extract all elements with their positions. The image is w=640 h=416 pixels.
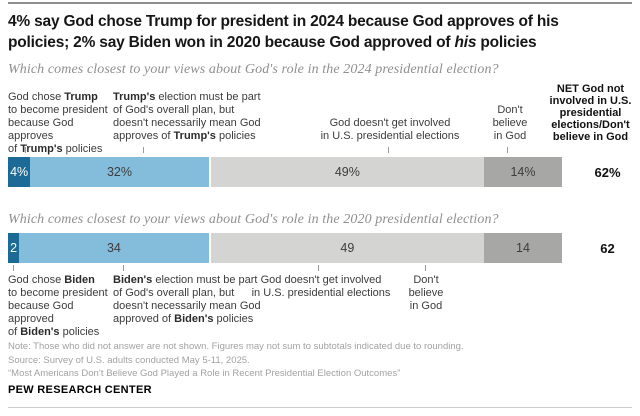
top-rule — [8, 2, 632, 4]
stacked-bar-2024: 4% 32% 49% 14% — [8, 157, 562, 187]
bar-segment-value: 14 — [516, 241, 530, 255]
net-column-header: NET God not involved in U.S. presidential e… — [549, 83, 632, 143]
chart-title: 4% say God chose Trump for president in … — [8, 13, 559, 51]
leader-tick — [318, 265, 319, 271]
bar-segment: 49% — [210, 157, 484, 187]
leader-tick — [143, 147, 144, 153]
bar-segment: 14% — [483, 157, 562, 187]
bottom-rule — [8, 407, 632, 408]
category-label-2024-dont-believe: Don't believe in God — [492, 104, 528, 142]
bar-segment-value: 34 — [106, 241, 121, 255]
net-value-2020: 62 — [600, 240, 615, 256]
bar-segment-value: 4% — [10, 165, 29, 179]
leader-tick — [13, 265, 14, 271]
bar-segment-value: 49% — [334, 165, 360, 179]
bar-segment: 32% — [30, 157, 209, 187]
leader-tick — [507, 147, 508, 153]
footnotes: Note: Those who did not answer are not s… — [8, 341, 464, 379]
bar-segment-value: 49 — [340, 241, 355, 255]
bar-segment-value: 32% — [106, 165, 133, 179]
category-label-2020-dont-believe: Don't believe in God — [408, 274, 444, 312]
leader-tick — [25, 147, 26, 153]
category-label-2024-not-involved: God doesn't get involved in U.S. presiden… — [320, 117, 460, 142]
category-label-2020-gods-plan: Biden's election must be part of God's ov… — [113, 274, 261, 325]
leader-tick — [123, 265, 124, 271]
bar-segment: 49 — [210, 233, 484, 263]
bar-segment: 14 — [483, 233, 563, 263]
bar-segment-value: 14% — [510, 165, 536, 179]
bar-segment: 34 — [19, 233, 209, 263]
category-label-2024-chose-trump: God chose Trump to become president becaus… — [8, 91, 108, 155]
bar-segment: 4% — [8, 157, 31, 187]
net-value-2024: 62% — [594, 164, 621, 180]
leader-tick — [388, 147, 389, 153]
question-2020: Which comes closest to your views about … — [8, 212, 499, 227]
bar-segment-value: 2 — [10, 241, 18, 255]
category-label-2020-not-involved: God doesn't get involved in U.S. presiden… — [251, 274, 391, 299]
category-label-2024-gods-plan: Trump's election must be part of God's ov… — [113, 91, 261, 142]
source-brand: PEW RESEARCH CENTER — [8, 384, 152, 396]
category-label-2020-chose-biden: God chose Biden to become president becaus… — [8, 274, 108, 338]
leader-tick — [425, 265, 426, 271]
question-2024: Which comes closest to your views about … — [8, 62, 499, 77]
bar-segment: 2 — [8, 233, 20, 263]
stacked-bar-2020: 2 34 49 14 — [8, 233, 563, 263]
